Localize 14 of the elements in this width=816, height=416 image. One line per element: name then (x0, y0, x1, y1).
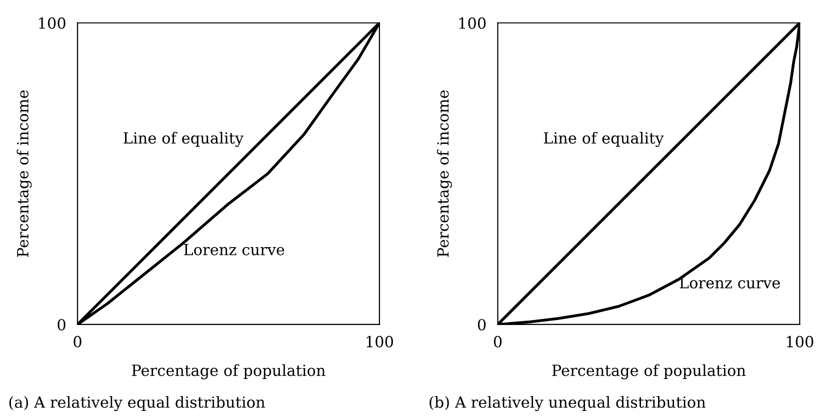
series-label: Line of equality (124, 132, 244, 147)
text: (a) A relatively equal distribution (9, 396, 265, 412)
x-axis-title: Percentage of population (552, 364, 746, 380)
x-axis-title: Percentage of population (132, 364, 326, 380)
x-tick-label: 0 (74, 336, 82, 348)
text: (b) A relatively unequal distribution (430, 396, 706, 412)
x-tick-label: 100 (366, 336, 394, 348)
x-tick-label: 100 (786, 336, 814, 348)
y-axis-title: Percentage of income (16, 90, 32, 257)
series-label: Lorenz curve (680, 277, 780, 289)
series-label: Lorenz curve (184, 244, 284, 256)
y-axis-title: Percentage of income (436, 90, 452, 257)
series-label: Line of equality (544, 132, 664, 147)
x-tick-label: 0 (494, 336, 502, 348)
